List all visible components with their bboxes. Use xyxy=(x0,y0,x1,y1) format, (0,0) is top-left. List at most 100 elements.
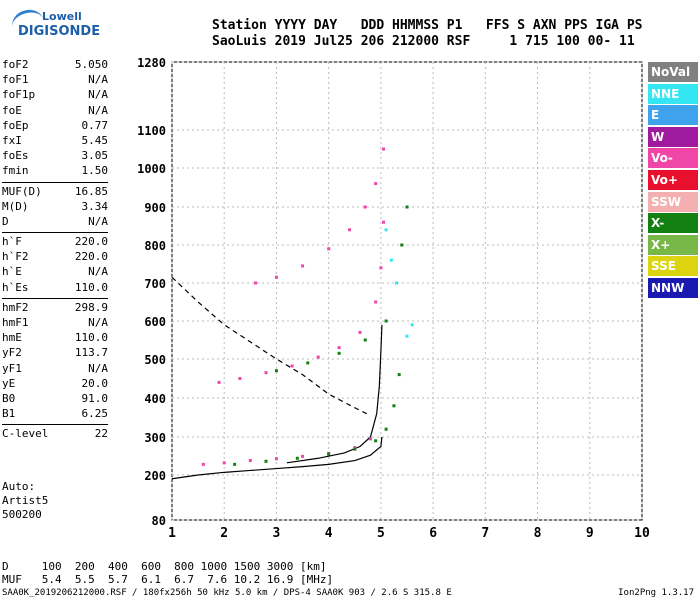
muf-distance-table: D 100 200 400 600 800 1000 1500 3000 [km… xyxy=(2,560,333,586)
y-tick-label: 1280 xyxy=(137,56,166,70)
param-row: h`F 220.0 xyxy=(2,235,108,250)
param-name: h`F xyxy=(2,235,22,249)
x-tick-label: 1 xyxy=(168,526,176,541)
software-version: Ion2Png 1.3.17 xyxy=(618,588,694,598)
param-row: D N/A xyxy=(2,215,108,230)
param-value: 3.34 xyxy=(81,199,109,213)
param-row: M(D) 3.34 xyxy=(2,200,108,215)
logo-line1: Lowell xyxy=(42,10,82,23)
legend: NoVal NNE E W Vo- Vo+ SSW X- X+ SSE NNW xyxy=(648,62,698,300)
muf-row: MUF 5.4 5.5 5.7 6.1 6.7 7.6 10.2 16.9 [M… xyxy=(2,573,334,586)
param-row: B0 91.0 xyxy=(2,392,108,407)
echo-point xyxy=(222,461,226,465)
header-row1: Station YYYY DAY DDD HHMMSS P1 FFS S AXN… xyxy=(212,18,643,33)
param-value: 220.0 xyxy=(74,250,108,264)
param-value: N/A xyxy=(88,88,108,102)
x-tick-label: 3 xyxy=(273,526,281,541)
param-separator xyxy=(2,181,108,183)
y-tick-label: 500 xyxy=(144,353,166,367)
param-row: foF2 5.050 xyxy=(2,58,108,73)
param-value: 5.45 xyxy=(81,133,109,147)
echo-point xyxy=(400,243,404,247)
param-name: h`E xyxy=(2,265,22,279)
param-separator xyxy=(2,232,108,234)
profile-curve xyxy=(171,276,371,417)
param-row: foF1p N/A xyxy=(2,88,108,103)
station-header: Station YYYY DAY DDD HHMMSS P1 FFS S AXN… xyxy=(212,18,692,50)
x-tick-label: 9 xyxy=(586,526,594,541)
param-name: fxI xyxy=(2,133,22,147)
echo-point xyxy=(353,447,357,451)
y-tick-label: 800 xyxy=(144,239,166,253)
x-tick-label: 8 xyxy=(534,526,542,541)
echo-point xyxy=(397,373,401,377)
param-value: 20.0 xyxy=(81,376,109,390)
param-value: 113.7 xyxy=(74,346,108,360)
echo-point xyxy=(395,281,399,285)
param-row: B1 6.25 xyxy=(2,407,108,422)
echo-point xyxy=(254,281,258,285)
echo-point xyxy=(382,220,385,224)
param-row: C-level 22 xyxy=(2,427,108,442)
echo-point xyxy=(301,264,305,268)
auto-version: 500200 xyxy=(2,508,42,521)
echo-point xyxy=(358,330,362,334)
param-name: foEs xyxy=(2,149,29,163)
param-name: foF1p xyxy=(2,88,36,102)
param-value: 0.77 xyxy=(81,118,109,132)
param-name: yF2 xyxy=(2,346,22,360)
param-name: D xyxy=(2,214,9,228)
distance-row: D 100 200 400 600 800 1000 1500 3000 [km… xyxy=(2,560,327,573)
param-value: 16.85 xyxy=(74,184,108,198)
param-row: fmin 1.50 xyxy=(2,164,108,179)
echo-point xyxy=(392,404,396,408)
echo-point xyxy=(384,319,388,323)
param-row: yF1 N/A xyxy=(2,362,108,377)
param-name: fmin xyxy=(2,164,29,178)
profile-curve xyxy=(171,436,383,480)
param-value: 110.0 xyxy=(74,280,108,294)
y-tick-label: 300 xyxy=(144,431,166,445)
echo-point xyxy=(382,147,385,151)
legend-item: X- xyxy=(648,213,698,234)
param-name: MUF(D) xyxy=(2,184,42,198)
param-name: h`F2 xyxy=(2,250,29,264)
echo-point xyxy=(274,457,278,461)
param-value: 5.050 xyxy=(74,58,108,71)
echo-point xyxy=(384,228,388,232)
param-value: 1.50 xyxy=(81,164,109,178)
param-name: h`Es xyxy=(2,280,29,294)
param-value: 91.0 xyxy=(81,391,109,405)
echo-point xyxy=(379,266,383,270)
param-row: foEs 3.05 xyxy=(2,149,108,164)
param-row: h`E N/A xyxy=(2,265,108,280)
echo-point xyxy=(368,437,372,441)
auto-program: Artist5 xyxy=(2,494,49,507)
echo-point xyxy=(337,351,341,355)
legend-item: SSW xyxy=(648,191,698,212)
param-name: hmF2 xyxy=(2,300,29,314)
param-name: foF2 xyxy=(2,58,29,71)
file-info: SAA0K_2019206212000.RSF / 180fx256h 50 k… xyxy=(2,588,452,598)
echo-point xyxy=(238,377,242,380)
param-row: foEp 0.77 xyxy=(2,119,108,134)
param-name: M(D) xyxy=(2,199,29,213)
param-name: yF1 xyxy=(2,361,22,375)
profile-curve xyxy=(286,324,383,464)
x-tick-label: 10 xyxy=(634,526,650,541)
footer: SAA0K_2019206212000.RSF / 180fx256h 50 k… xyxy=(2,588,698,598)
param-value: 6.25 xyxy=(81,407,109,421)
echo-point xyxy=(384,427,388,431)
param-row: foF1 N/A xyxy=(2,73,108,88)
echo-point xyxy=(374,182,378,186)
param-value: N/A xyxy=(88,265,108,279)
param-value: N/A xyxy=(88,214,108,228)
autoscaling-info: Auto: Artist5 500200 xyxy=(2,480,48,522)
header-row2: SaoLuis 2019 Jul25 206 212000 RSF 1 715 … xyxy=(212,34,635,49)
param-name: foF1 xyxy=(2,73,29,87)
x-tick-label: 5 xyxy=(377,526,385,541)
echo-point xyxy=(327,452,331,456)
echo-point xyxy=(363,338,367,342)
param-value: 22 xyxy=(94,427,108,441)
legend-item: SSE xyxy=(648,256,698,277)
